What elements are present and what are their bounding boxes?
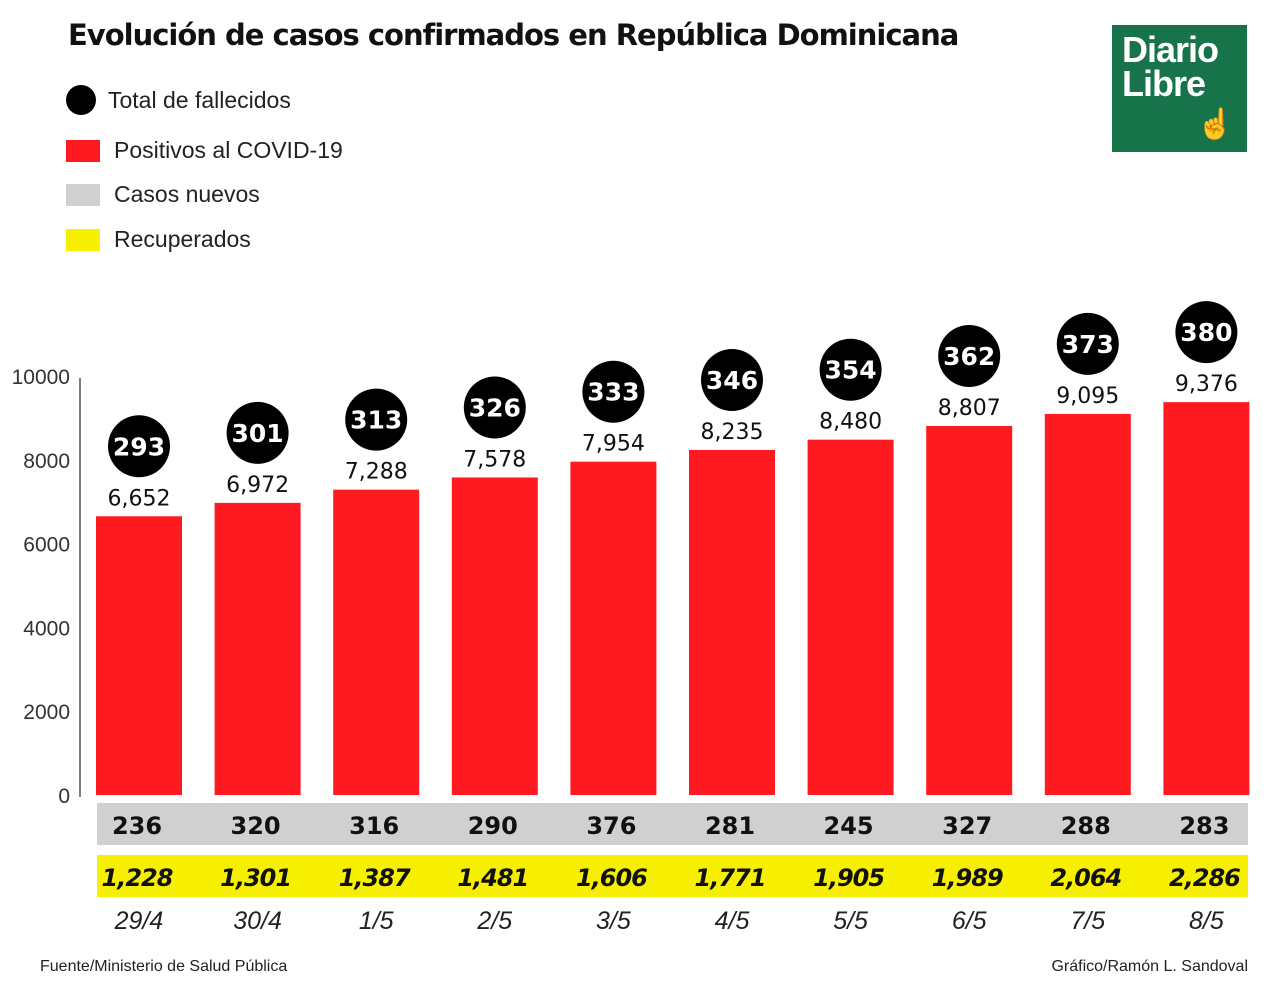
bar-value-label: 6,652 <box>108 486 171 511</box>
casos-nuevos-label: 327 <box>942 812 992 840</box>
casos-nuevos-label: 236 <box>112 812 162 840</box>
bar-value-label: 6,972 <box>226 473 289 498</box>
casos-nuevos-label: 290 <box>468 812 518 840</box>
casos-nuevos-label: 283 <box>1179 812 1229 840</box>
bar-value-label: 9,095 <box>1056 384 1119 409</box>
recuperados-label: 1,301 <box>220 864 291 892</box>
recuperados-label: 1,905 <box>813 864 884 892</box>
legend-positivos: Positivos al COVID-19 <box>66 137 343 164</box>
legend-circle-icon <box>66 85 96 115</box>
bar-positivos <box>807 439 894 795</box>
legend-label: Casos nuevos <box>114 181 260 207</box>
x-tick-label: 5/5 <box>833 907 868 935</box>
x-tick-label: 3/5 <box>596 907 631 935</box>
recuperados-label: 1,228 <box>102 864 173 892</box>
recuperados-label: 1,989 <box>932 864 1003 892</box>
x-tick-label: 7/5 <box>1070 907 1105 935</box>
casos-nuevos-label: 320 <box>231 812 281 840</box>
casos-nuevos-label: 376 <box>586 812 636 840</box>
fallecidos-label: 301 <box>232 419 284 448</box>
x-tick-label: 30/4 <box>233 907 282 935</box>
fallecidos-circle <box>345 388 408 451</box>
bar-value-label: 7,954 <box>582 432 645 457</box>
bar-positivos <box>926 425 1013 795</box>
casos-nuevos-label: 281 <box>705 812 755 840</box>
x-tick-label: 29/4 <box>114 907 164 935</box>
bar-positivos <box>689 449 775 795</box>
legend-swatch <box>66 139 100 162</box>
fallecidos-circle <box>701 348 763 411</box>
bar-positivos <box>1163 402 1250 795</box>
diario-libre-logo: Diario Libre ☝ <box>1112 25 1247 152</box>
fallecidos-label: 380 <box>1180 318 1232 347</box>
casos-nuevos-label: 316 <box>349 812 399 840</box>
x-tick-label: 2/5 <box>476 907 512 935</box>
bar-value-label: 8,480 <box>819 410 882 435</box>
casos-nuevos-band <box>97 803 1248 845</box>
y-tick-label: 10000 <box>12 366 70 389</box>
recuperados-band <box>97 855 1248 897</box>
fallecidos-label: 326 <box>469 393 521 422</box>
legend-label: Positivos al COVID-19 <box>114 137 343 163</box>
recuperados-label: 2,064 <box>1050 864 1121 892</box>
fallecidos-circle <box>1056 312 1119 375</box>
source-note: Fuente/Ministerio de Salud Pública <box>40 958 288 975</box>
legend-label: Recuperados <box>114 226 251 252</box>
y-tick-label: 2000 <box>23 701 70 724</box>
bar-positivos <box>1044 413 1131 795</box>
chart-title: Evolución de casos confirmados en Repúbl… <box>68 18 959 52</box>
credit-note: Gráfico/Ramón L. Sandoval <box>1051 958 1248 975</box>
fallecidos-circle <box>819 338 882 401</box>
y-tick-label: 4000 <box>23 617 70 640</box>
fallecidos-circle <box>938 324 1001 387</box>
bar-positivos <box>214 502 301 795</box>
recuperados-label: 1,481 <box>457 864 528 892</box>
legend-fallecidos: Total de fallecidos <box>66 85 291 115</box>
x-tick-label: 4/5 <box>715 907 750 935</box>
fallecidos-label: 293 <box>113 432 165 461</box>
fallecidos-circle <box>582 360 645 423</box>
fallecidos-label: 373 <box>1062 330 1114 359</box>
recuperados-label: 1,606 <box>576 864 647 892</box>
bar-positivos <box>333 489 420 795</box>
fallecidos-circle <box>1175 301 1238 364</box>
bar-positivos <box>96 516 182 795</box>
bar-value-label: 7,578 <box>463 447 526 472</box>
logo-figure-icon: ☝ <box>1196 108 1234 141</box>
fallecidos-circle <box>108 415 170 478</box>
bar-value-label: 8,235 <box>701 420 764 445</box>
x-tick-label: 8/5 <box>1189 907 1224 935</box>
bar-value-label: 9,376 <box>1175 372 1238 397</box>
y-tick-label: 6000 <box>23 534 70 557</box>
fallecidos-circle <box>463 376 526 439</box>
recuperados-label: 2,286 <box>1169 864 1240 892</box>
legend-swatch <box>66 183 100 206</box>
casos-nuevos-label: 288 <box>1061 812 1111 840</box>
fallecidos-label: 333 <box>587 378 639 407</box>
legend-swatch <box>66 228 100 251</box>
fallecidos-label: 346 <box>706 366 758 395</box>
fallecidos-label: 354 <box>825 356 877 385</box>
fallecidos-label: 362 <box>943 342 995 371</box>
casos-nuevos-label: 245 <box>824 812 874 840</box>
fallecidos-circle <box>226 401 289 464</box>
fallecidos-label: 313 <box>350 406 402 435</box>
bar-positivos <box>570 461 657 795</box>
bar-value-label: 7,288 <box>345 460 408 485</box>
x-tick-label: 1/5 <box>359 907 394 935</box>
bar-positivos <box>451 477 538 795</box>
legend-casos-nuevos: Casos nuevos <box>66 181 260 208</box>
y-tick-label: 0 <box>58 785 70 808</box>
legend-label: Total de fallecidos <box>108 86 291 113</box>
y-tick-label: 8000 <box>23 450 70 473</box>
legend-recuperados: Recuperados <box>66 226 251 253</box>
bar-value-label: 8,807 <box>938 396 1001 421</box>
x-tick-label: 6/5 <box>952 907 987 935</box>
recuperados-label: 1,771 <box>695 864 766 892</box>
recuperados-label: 1,387 <box>339 864 411 892</box>
